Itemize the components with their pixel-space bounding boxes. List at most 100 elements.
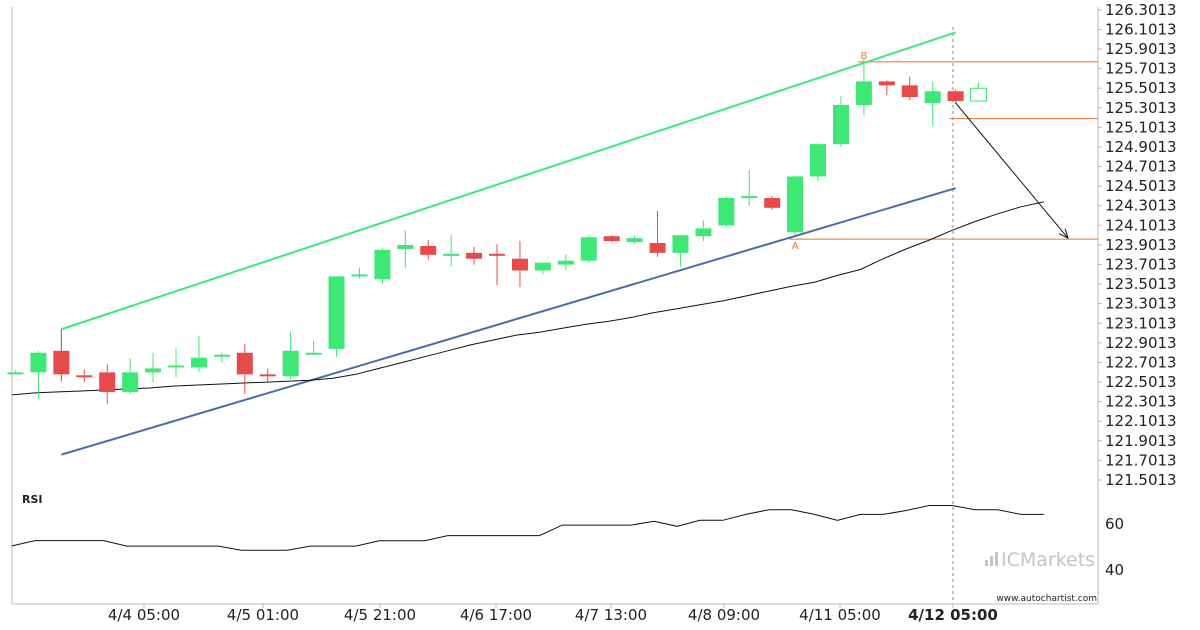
candle-body <box>832 104 849 145</box>
price-tick-label: 122.9013 <box>1105 334 1177 352</box>
candle-body <box>649 243 666 253</box>
candle-body <box>397 245 414 249</box>
time-tick-label: 4/4 05:00 <box>108 606 180 624</box>
candle-body <box>718 198 735 226</box>
candle-body <box>328 276 345 349</box>
candle-body <box>374 249 391 280</box>
brand-icon-bar <box>995 552 998 566</box>
time-axis-labels: 4/4 05:00 4/5 01:00 4/5 21:00 4/6 17:00 4/7 … <box>108 604 998 624</box>
brand-logo: ICMarkets www.autochartist.com <box>985 549 1097 604</box>
candle-body <box>970 87 988 102</box>
price-tick-label: 123.5013 <box>1105 275 1177 293</box>
time-tick-label: 4/6 17:00 <box>460 606 532 624</box>
price-tick-label: 125.3013 <box>1105 99 1177 117</box>
price-tick-label: 122.7013 <box>1105 353 1177 371</box>
price-tick-label: 121.5013 <box>1105 471 1177 489</box>
candle-body <box>534 262 551 271</box>
candle-body <box>764 198 781 208</box>
price-tick-label: 122.3013 <box>1105 393 1177 411</box>
trend-channel <box>60 31 956 456</box>
candle-body <box>901 85 918 98</box>
candle-body <box>603 236 620 242</box>
price-tick-label: 124.7013 <box>1105 158 1177 176</box>
brand-name: ICMarkets <box>1001 549 1095 571</box>
forecast-arrow-head <box>1058 228 1069 240</box>
rsi-line <box>11 505 1044 551</box>
candle-body <box>672 235 689 253</box>
price-tick-label: 121.9013 <box>1105 432 1177 450</box>
candle-body <box>511 258 528 271</box>
time-tick-label: 4/7 13:00 <box>575 606 647 624</box>
price-tick-label: 124.9013 <box>1105 138 1177 156</box>
candle-body <box>30 352 47 373</box>
candle-body <box>741 196 758 199</box>
price-tick-label: 121.7013 <box>1105 451 1177 469</box>
price-tick-label: 125.1013 <box>1105 118 1177 136</box>
candle-body <box>259 374 276 377</box>
point-label-a: A <box>792 241 799 252</box>
rsi-tick-label: 60 <box>1105 515 1124 533</box>
candle-body <box>810 144 827 177</box>
axes <box>11 7 1099 605</box>
candle-body <box>443 253 460 256</box>
price-levels <box>789 61 1098 240</box>
price-tick-label: 122.1013 <box>1105 412 1177 430</box>
candle-body <box>878 81 895 86</box>
price-tick-label: 125.9013 <box>1105 40 1177 58</box>
candle-body <box>947 91 964 102</box>
candlesticks <box>7 58 988 404</box>
time-tick-label: 4/5 01:00 <box>227 606 299 624</box>
candle-body <box>53 350 70 375</box>
candle-body <box>99 372 116 392</box>
rsi-tick-label: 40 <box>1105 561 1124 579</box>
price-tick-label: 124.3013 <box>1105 197 1177 215</box>
price-tick-label: 125.7013 <box>1105 60 1177 78</box>
forecast-arrow-line <box>955 102 1069 239</box>
price-tick-label: 126.1013 <box>1105 20 1177 38</box>
candle-body <box>580 237 597 261</box>
candle-body <box>924 91 941 103</box>
candle-body <box>190 357 207 368</box>
candle-body <box>76 375 93 378</box>
price-tick-label: 124.1013 <box>1105 216 1177 234</box>
candle-body <box>855 81 872 105</box>
candle-body <box>626 238 643 243</box>
time-tick-label: 4/8 09:00 <box>688 606 760 624</box>
candle-body <box>305 352 322 355</box>
candle-body <box>787 176 804 233</box>
price-tick-label: 123.3013 <box>1105 295 1177 313</box>
price-tick-label: 123.9013 <box>1105 236 1177 254</box>
candle-body <box>489 253 506 256</box>
candle-body <box>695 228 712 237</box>
website-label: www.autochartist.com <box>996 594 1097 604</box>
candle-body <box>466 252 483 259</box>
time-tick-label: 4/11 05:00 <box>799 606 881 624</box>
candle-body <box>145 368 162 373</box>
moving-average <box>11 201 1044 396</box>
price-tick-label: 123.7013 <box>1105 255 1177 273</box>
candle-body <box>213 354 230 357</box>
candle-body <box>557 260 574 265</box>
lower-channel-line <box>61 187 956 456</box>
brand-icon-bar <box>985 560 988 566</box>
price-tick-label: 123.1013 <box>1105 314 1177 332</box>
time-tick-label: 4/12 05:00 <box>908 606 998 624</box>
forecast-arrow <box>955 102 1069 240</box>
candle-body <box>282 350 299 377</box>
candle-body <box>168 365 185 368</box>
rsi-title: RSI <box>22 493 43 506</box>
moving-average-line <box>11 201 1044 396</box>
candle-body <box>7 372 24 375</box>
candle-body <box>351 274 368 277</box>
candle-body <box>122 372 139 392</box>
point-label-b: B <box>860 51 867 62</box>
price-tick-label: 124.5013 <box>1105 177 1177 195</box>
candle-body <box>420 246 437 255</box>
time-tick-label: 4/5 21:00 <box>344 606 416 624</box>
candle-body <box>236 352 253 375</box>
pattern-point-labels: BA <box>792 51 868 252</box>
price-tick-label: 125.5013 <box>1105 79 1177 97</box>
upper-channel-line <box>61 31 956 331</box>
